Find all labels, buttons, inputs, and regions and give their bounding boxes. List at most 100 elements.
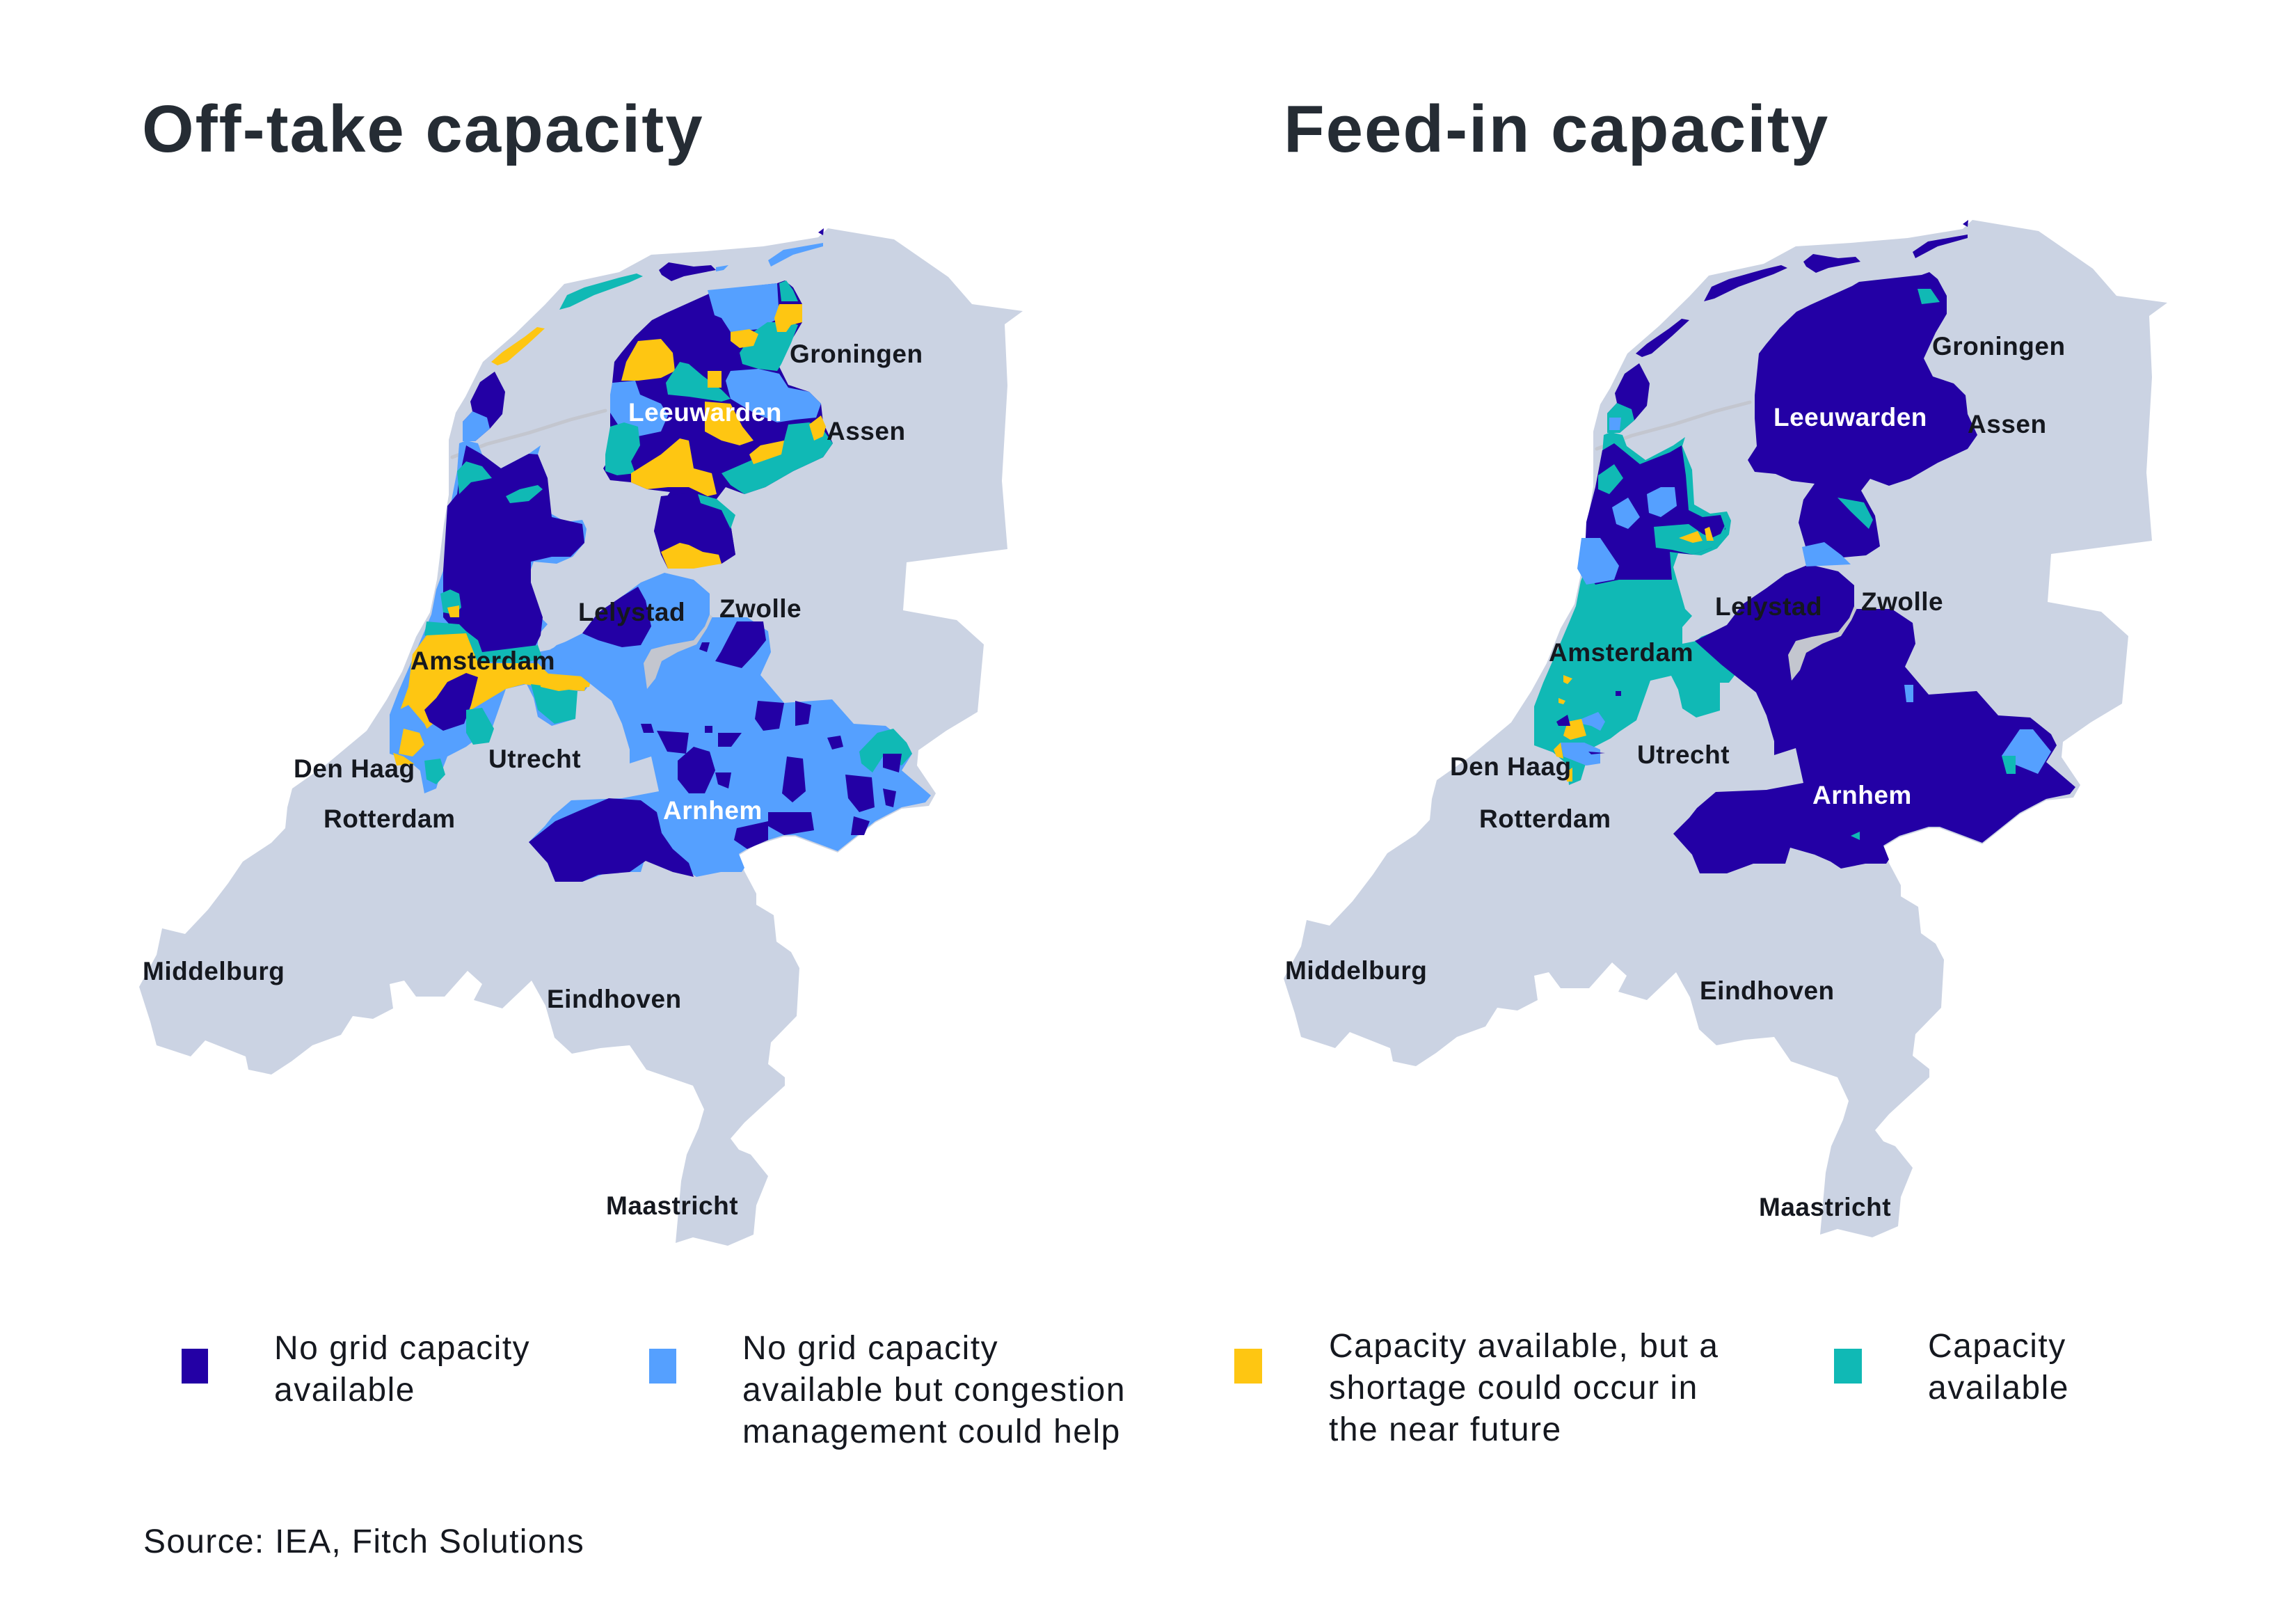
region-fr-south-big-yellow: [631, 438, 717, 496]
region-holland-navy: [1616, 691, 1621, 696]
source-note: Source: IEA, Fitch Solutions: [143, 1523, 584, 1560]
region-navy-patch: [883, 754, 902, 772]
region-flevoland-navy: [582, 587, 651, 647]
region-holland-blue: [1561, 743, 1600, 766]
region-holland-navy: [1588, 752, 1605, 754]
region-holland-yellow: [1565, 768, 1572, 782]
region-almere-west: [541, 673, 591, 691]
region-zwolle-navy: [715, 621, 766, 668]
region-holland-yellow: [1554, 743, 1563, 759]
city-label-assen: Assen: [827, 417, 906, 445]
region-navy-patch: [845, 775, 875, 812]
feedin-city-labels: Groningen Leeuwarden Assen Lelystad Zwol…: [1285, 332, 2066, 1221]
legend-item-available: Capacity available: [1834, 1328, 2077, 1406]
region-groningen-teal: [1918, 289, 1940, 304]
right-map-title: Feed-in capacity: [1284, 92, 1829, 166]
region-navy-patch: [657, 731, 689, 754]
region-navy-patch: [755, 701, 784, 731]
region-assen-yellow: [809, 415, 826, 441]
region-gl-blue: [1904, 685, 1913, 702]
region-navy-patch: [768, 812, 814, 835]
legend-swatch-light-blue: [649, 1349, 676, 1384]
region-nh-nw: [457, 461, 492, 494]
legend-label: Capacity available: [1928, 1328, 2077, 1406]
region-enkhuizen-yellow: [1679, 531, 1703, 543]
city-label-groningen: Groningen: [1932, 332, 2066, 360]
city-label-zwolle: Zwolle: [719, 594, 802, 623]
region-texel-blue: [1609, 418, 1621, 430]
region-fr-center-teal: [666, 362, 731, 402]
region-leeuwarden-blue: [610, 381, 668, 436]
city-label-middelburg: Middelburg: [143, 957, 285, 985]
city-label-maastricht: Maastricht: [1759, 1193, 1891, 1221]
region-fr-northeast: [708, 283, 779, 332]
city-label-rotterdam: Rotterdam: [1479, 804, 1611, 833]
region-den-haag-yellow: [399, 729, 424, 756]
city-label-utrecht: Utrecht: [488, 745, 581, 773]
region-utrecht-west: [466, 708, 494, 745]
city-label-leeuwarden: Leeuwarden: [1773, 403, 1927, 431]
region-nop-blue: [1802, 542, 1851, 566]
offtake-city-labels: Groningen Leeuwarden Assen Lelystad Zwol…: [143, 340, 923, 1220]
region-rottum: [1963, 220, 1968, 227]
city-label-utrecht: Utrecht: [1637, 740, 1730, 769]
region-navy-patch: [705, 726, 712, 733]
region-nop-teal: [1837, 498, 1873, 529]
region-holland-yellow: [1563, 675, 1572, 684]
legend-label: Capacity available, but a shortage could…: [1329, 1328, 1729, 1448]
legend-swatch-teal: [1834, 1349, 1862, 1384]
city-label-zwolle: Zwolle: [1861, 587, 1943, 616]
region-holland-blue: [1581, 712, 1605, 731]
region-drenthe-yellow: [749, 441, 784, 464]
city-label-amsterdam: Amsterdam: [410, 647, 555, 675]
region-groningen-yellow: [774, 304, 802, 332]
region-gooi: [531, 684, 577, 724]
offtake-map: [139, 228, 1023, 1246]
region-nh-blue: [1612, 498, 1640, 529]
region-fr-yellow: [731, 329, 758, 348]
region-navy-patch: [718, 733, 742, 747]
region-fr-center-yellow: [708, 371, 722, 388]
city-label-rotterdam: Rotterdam: [324, 804, 456, 833]
city-label-leeuwarden: Leeuwarden: [628, 398, 782, 427]
region-navy-patch: [734, 821, 768, 849]
region-nh-amsterdam-north: [424, 621, 543, 663]
region-fr-nw-yellow: [621, 339, 675, 381]
legend-swatch-navy: [182, 1349, 208, 1384]
region-nh-blue: [1647, 487, 1677, 517]
legend: No grid capacity available No grid capac…: [182, 1328, 2077, 1450]
region-navy-patch: [699, 642, 710, 652]
city-label-den-haag: Den Haag: [294, 754, 415, 783]
region-nh-blue: [1577, 538, 1619, 585]
left-map-title: Off-take capacity: [142, 92, 704, 166]
region-nh-nw-teal: [1598, 464, 1623, 494]
region-amsterdam-south: [424, 673, 478, 731]
region-navy-patch: [883, 788, 896, 807]
region-achterhoek-teal: [2002, 756, 2016, 774]
city-label-den-haag: Den Haag: [1450, 752, 1572, 781]
legend-item-no-capacity: No grid capacity available: [182, 1330, 541, 1409]
city-label-assen: Assen: [1968, 410, 2047, 438]
city-label-eindhoven: Eindhoven: [1700, 976, 1835, 1005]
region-nh-haarlem: [447, 605, 459, 617]
city-label-arnhem: Arnhem: [663, 796, 763, 825]
region-navy-patch: [782, 756, 806, 802]
region-nh-core: [443, 445, 584, 659]
city-label-eindhoven: Eindhoven: [547, 985, 682, 1013]
legend-item-shortage-risk: Capacity available, but a shortage could…: [1234, 1328, 1729, 1448]
region-fr-sw-teal: [605, 422, 640, 475]
region-navy-patch: [641, 724, 654, 733]
region-fr-south-yellow: [705, 402, 754, 445]
region-navy-patch: [795, 701, 811, 726]
region-nop-yellow: [661, 543, 722, 569]
region-nop-teal: [698, 494, 735, 529]
region-drenthe-teal: [722, 422, 833, 494]
region-fr-teal-top: [779, 280, 798, 301]
region-navy-patch: [715, 772, 731, 788]
legend-label: No grid capacity available: [274, 1330, 541, 1409]
region-holland-navy: [1556, 715, 1570, 726]
city-label-groningen: Groningen: [790, 340, 923, 368]
region-fr-east-blue: [726, 369, 821, 422]
legend-item-congestion-management: No grid capacity available but congestio…: [649, 1330, 1125, 1450]
region-holland-yellow: [1558, 698, 1565, 704]
